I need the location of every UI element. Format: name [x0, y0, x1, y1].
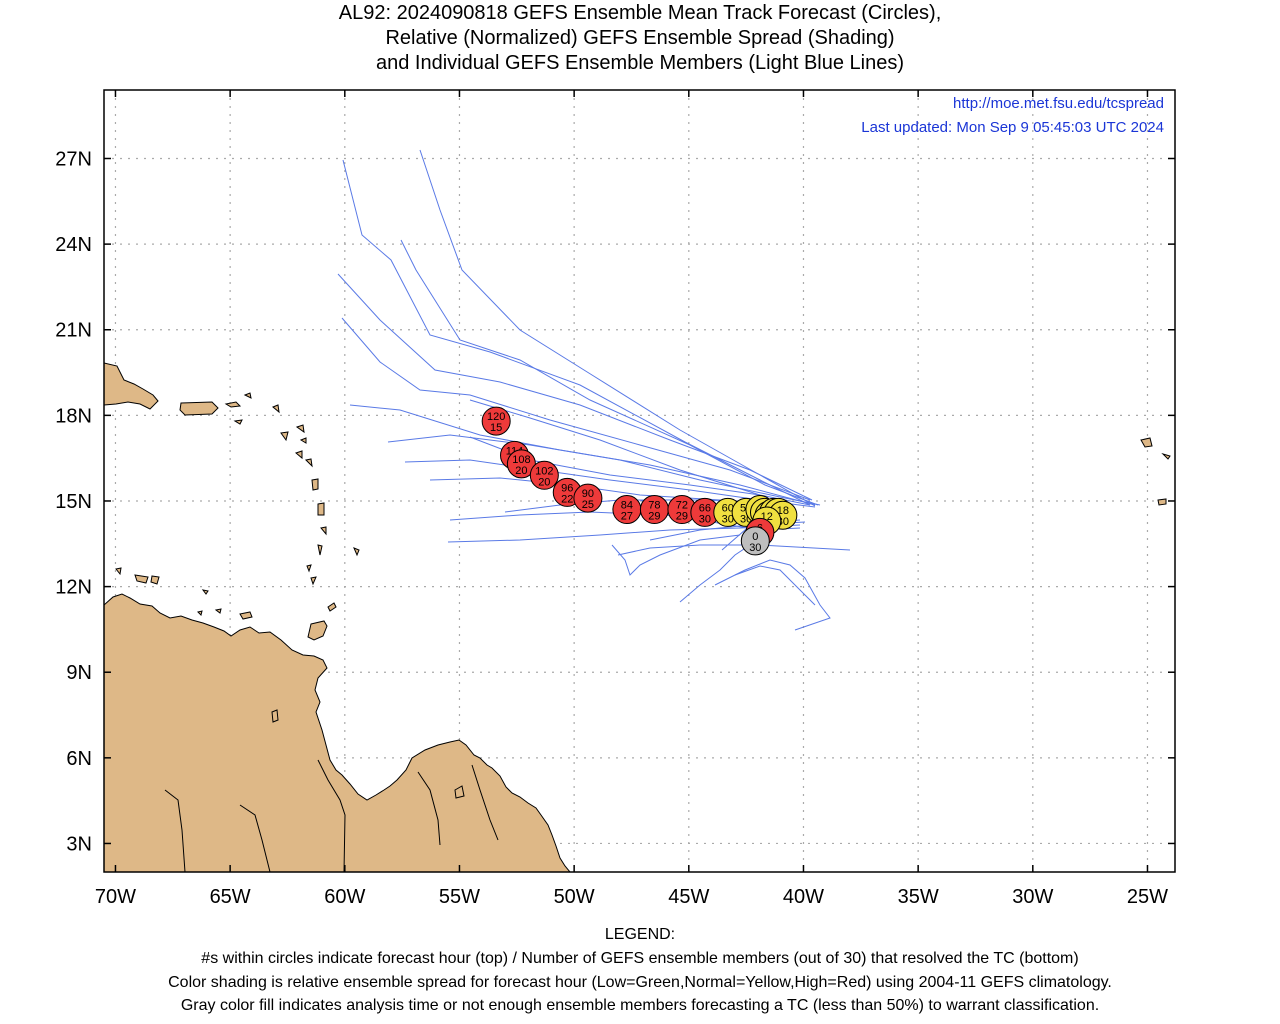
lon-tick-label: 30W	[1012, 886, 1053, 908]
tobago-land	[327, 602, 337, 612]
title-line-1: AL92: 2024090818 GEFS Ensemble Mean Trac…	[338, 2, 942, 24]
forecast-hour-label: 18	[777, 505, 789, 517]
member-track	[419, 149, 816, 507]
lon-tick-label: 25W	[1127, 886, 1168, 908]
last-updated-text: Last updated: Mon Sep 9 05:45:03 UTC 202…	[861, 119, 1164, 136]
forecast-hour-label: 102	[535, 465, 553, 477]
track-point-circle	[529, 460, 559, 490]
member-count-label: 30	[722, 513, 734, 525]
track-point-circle	[740, 526, 770, 556]
member-count-label: 27	[621, 511, 633, 523]
axis-ticks: 70W 65W 60W 55W 50W 45W 40W 35W 30W 25W 3N 6N 9N 12N 1…	[55, 90, 1175, 908]
member-track	[400, 239, 819, 506]
puerto-rico-land	[179, 401, 219, 416]
lon-tick-label: 65W	[210, 886, 251, 908]
member-track	[714, 559, 831, 631]
member-track	[469, 399, 811, 506]
member-track	[617, 544, 851, 556]
member-track	[342, 159, 811, 506]
south-america-borders	[164, 709, 499, 872]
forecast-hour-label: 60	[722, 502, 734, 514]
title-line-2: Relative (Normalized) GEFS Ensemble Spre…	[385, 27, 895, 49]
member-count-label: 22	[561, 493, 573, 505]
member-count-label: 15	[490, 422, 502, 434]
lon-tick-label: 70W	[95, 886, 136, 908]
forecast-hour-label: 66	[699, 502, 711, 514]
member-count-label: 29	[648, 511, 660, 523]
forecast-hour-label: 108	[512, 454, 530, 466]
cape-verde-land	[1140, 437, 1171, 506]
lat-tick-label: 9N	[66, 662, 92, 684]
member-count-label: 25	[582, 499, 594, 511]
south-america-land	[104, 593, 571, 872]
lat-tick-label: 12N	[55, 577, 92, 599]
plot-frame	[103, 89, 1176, 873]
lat-tick-label: 18N	[55, 405, 92, 427]
hispaniola-land	[104, 362, 159, 410]
member-track	[337, 273, 813, 501]
lon-tick-label: 45W	[668, 886, 709, 908]
member-count-label: 20	[515, 465, 527, 477]
track-point: 030	[740, 526, 770, 556]
legend-heading: LEGEND:	[604, 926, 676, 943]
forecast-hour-label: 96	[561, 482, 573, 494]
track-point-circle	[573, 483, 603, 513]
mean-track-circles: 1201511418108201022096229025842778297229…	[481, 406, 798, 556]
lat-tick-label: 24N	[55, 234, 92, 256]
forecast-hour-label: 72	[676, 500, 688, 512]
ensemble-member-tracks	[337, 149, 851, 631]
lat-tick-label: 27N	[55, 148, 92, 170]
source-url-link[interactable]: http://moe.met.fsu.edu/tcspread	[953, 95, 1164, 112]
dutch-caribbean-land	[115, 567, 253, 620]
lon-tick-label: 35W	[898, 886, 939, 908]
lat-tick-label: 15N	[55, 491, 92, 513]
lon-tick-label: 60W	[324, 886, 365, 908]
title-line-3: and Individual GEFS Ensemble Members (Li…	[375, 52, 905, 74]
member-track	[341, 317, 811, 501]
lon-tick-label: 40W	[783, 886, 824, 908]
member-count-label: 30	[699, 513, 711, 525]
lesser-antilles-land	[224, 392, 360, 586]
trinidad-land	[307, 620, 328, 641]
forecast-hour-label: 90	[582, 488, 594, 500]
member-count-label: 20	[538, 476, 550, 488]
lat-tick-label: 3N	[66, 833, 92, 855]
member-track	[387, 434, 821, 506]
forecast-hour-label: 0	[752, 531, 758, 543]
lon-tick-label: 55W	[439, 886, 480, 908]
member-track	[734, 565, 816, 606]
forecast-hour-label: 84	[621, 500, 633, 512]
legend-line-2: Color shading is relative ensemble sprea…	[168, 974, 1112, 991]
lat-tick-label: 21N	[55, 320, 92, 342]
track-point-circle	[481, 406, 511, 436]
member-count-label: 29	[676, 511, 688, 523]
member-track	[611, 534, 741, 576]
land-layer	[104, 362, 1171, 872]
lat-tick-label: 6N	[66, 748, 92, 770]
forecast-hour-label: 78	[648, 500, 660, 512]
member-count-label: 30	[749, 542, 761, 554]
legend-line-3: Gray color fill indicates analysis time …	[180, 997, 1100, 1014]
lon-tick-label: 50W	[554, 886, 595, 908]
legend-line-1: #s within circles indicate forecast hour…	[201, 950, 1079, 967]
forecast-hour-label: 120	[487, 411, 505, 423]
